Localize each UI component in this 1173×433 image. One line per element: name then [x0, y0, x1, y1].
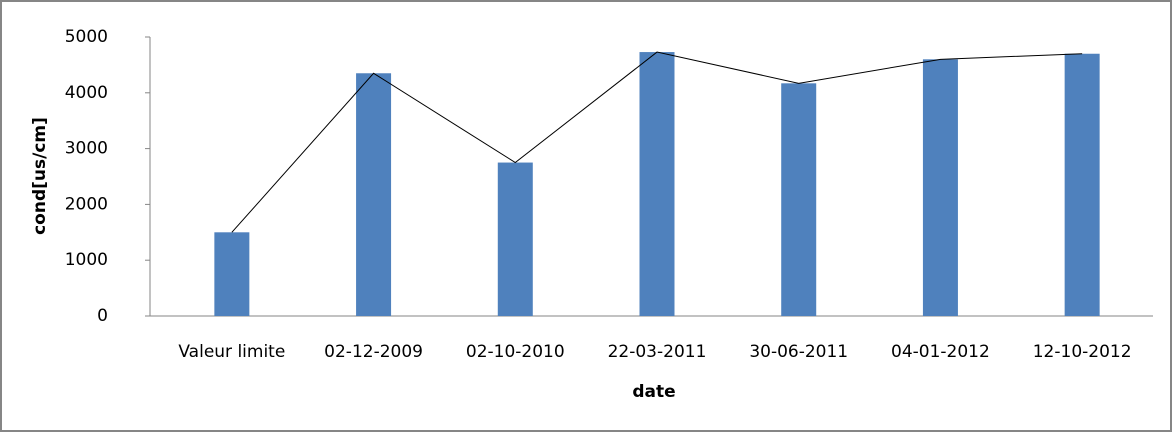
x-axis-title: date — [632, 382, 675, 402]
bar — [214, 232, 250, 316]
bar — [497, 162, 533, 316]
y-tick-label: 3000 — [65, 139, 108, 159]
y-tick-label: 4000 — [65, 83, 108, 103]
x-tick-label: 22-03-2011 — [608, 342, 707, 362]
y-tick-label: 5000 — [65, 27, 108, 47]
x-tick-label: 04-01-2012 — [891, 342, 990, 362]
y-tick-label: 1000 — [65, 250, 108, 270]
bar — [356, 73, 392, 317]
line — [231, 51, 1083, 233]
bar — [922, 59, 958, 316]
bar — [639, 52, 675, 316]
x-tick-label: Valeur limite — [178, 342, 285, 362]
x-tick-label: 30-06-2011 — [749, 342, 848, 362]
y-tick-label: 0 — [97, 306, 108, 326]
x-tick-label: 02-12-2009 — [324, 342, 423, 362]
bar — [781, 83, 817, 317]
bar — [1064, 53, 1100, 317]
y-axis-title: cond[us/cm] — [30, 117, 50, 235]
x-tick-label: 12-10-2012 — [1033, 342, 1132, 362]
x-tick-label: 02-10-2010 — [466, 342, 565, 362]
y-tick-label: 2000 — [65, 194, 108, 214]
